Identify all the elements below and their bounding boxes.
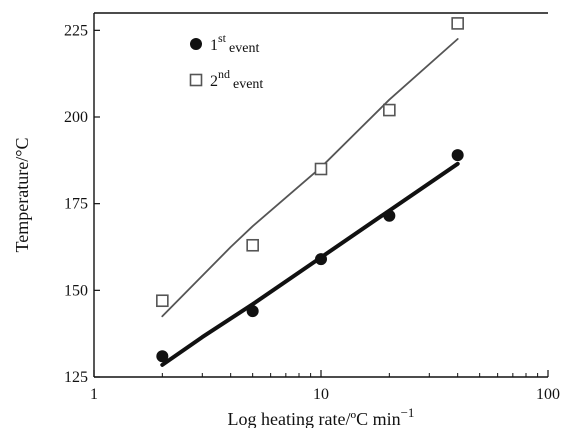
- legend: 1stevent 2ndevent: [189, 31, 263, 92]
- data-point-series-2: [246, 238, 259, 252]
- axes-layer: [93, 12, 549, 378]
- data-point-series-2: [451, 17, 464, 30]
- data-point-series-2: [314, 162, 328, 176]
- data-point-series-1: [451, 149, 464, 162]
- fit-lines-layer: [160, 38, 460, 367]
- fit-line-series-1: [160, 161, 460, 367]
- legend-label-series-1: 1stevent: [210, 31, 259, 56]
- x-tick-label: 100: [536, 386, 560, 403]
- y-tick-label: 225: [64, 22, 88, 39]
- data-point-series-1: [246, 305, 259, 318]
- legend-marker-series-1: [190, 38, 202, 50]
- x-tick-label: 10: [313, 386, 329, 403]
- data-points-layer: [156, 17, 464, 363]
- legend-label-series-2: 2ndevent: [210, 67, 263, 92]
- legend-marker-series-2: [189, 73, 203, 87]
- y-tick-label: 125: [64, 369, 88, 386]
- y-tick-label: 175: [64, 196, 88, 213]
- y-tick-label: 150: [64, 282, 88, 299]
- y-axis-title: Temperature/°C: [12, 138, 32, 253]
- data-point-series-2: [156, 294, 169, 308]
- x-tick-label: 1: [90, 386, 98, 403]
- data-point-series-1: [383, 209, 396, 222]
- data-point-series-2: [383, 103, 396, 117]
- x-axis-title: Log heating rate/ºC min−1: [228, 405, 415, 428]
- fit-line-series-2: [161, 38, 459, 318]
- y-tick-label: 200: [64, 109, 88, 126]
- data-point-series-1: [156, 350, 169, 363]
- data-point-series-1: [315, 253, 327, 266]
- axis-labels-layer: 125 150 175 200 225 1 10 100 Log heating rate/ºC…: [12, 22, 560, 428]
